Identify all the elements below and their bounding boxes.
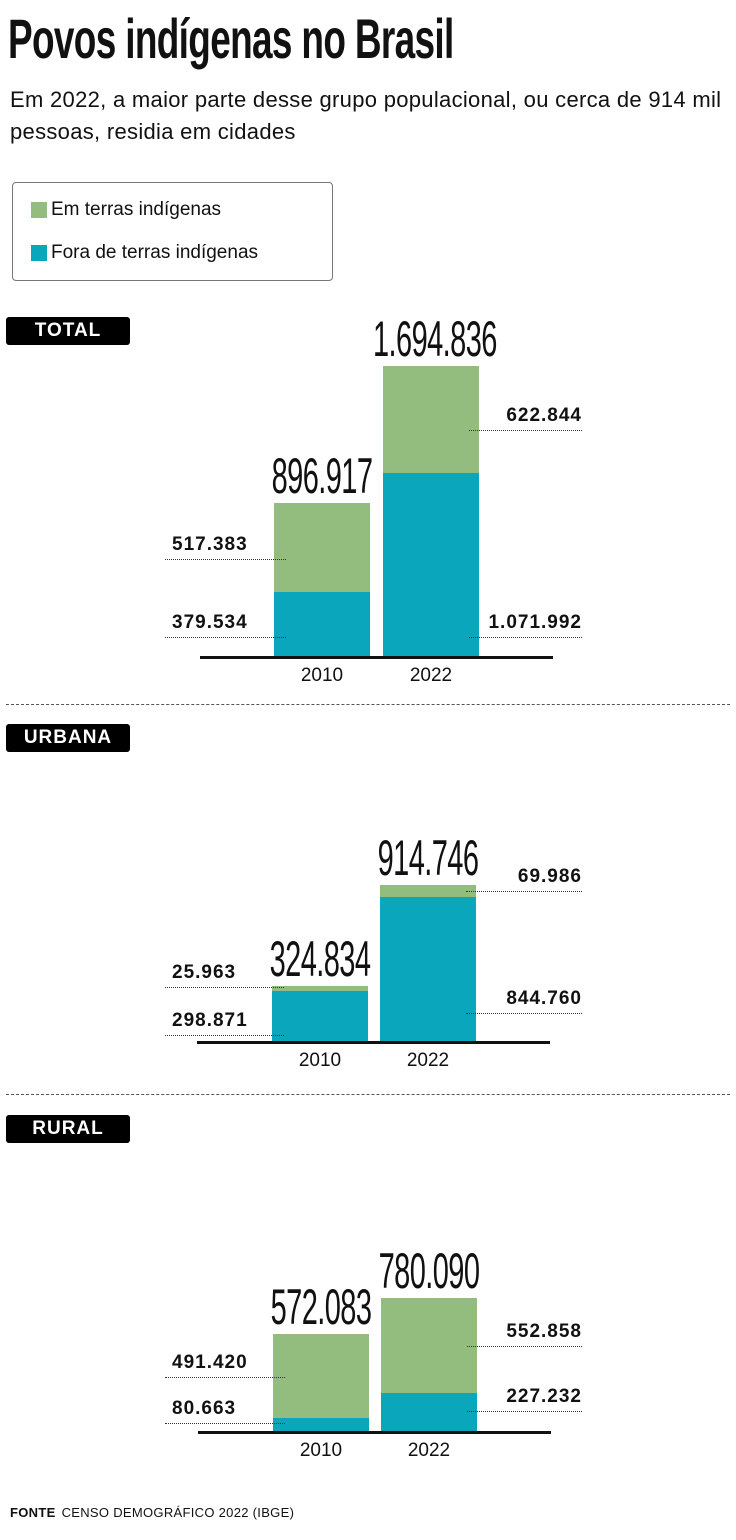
value-label-fora-2022: 1.071.992 — [488, 612, 582, 633]
section-label-rural: RURAL — [6, 1115, 130, 1143]
legend-item-em-terras: Em terras indígenas — [31, 199, 221, 221]
value-label-em-terras-2010: 25.963 — [172, 962, 237, 983]
total-label-2010: 896.917 — [271, 448, 373, 505]
leader-line — [469, 637, 582, 638]
leader-line — [467, 1346, 582, 1347]
source-text: CENSO DEMOGRÁFICO 2022 (IBGE) — [61, 1505, 295, 1520]
legend-swatch-green — [31, 202, 47, 218]
total-label-2022: 1.694.836 — [373, 311, 497, 368]
value-label-fora-2022: 844.760 — [506, 988, 582, 1009]
value-label-fora-2010: 80.663 — [172, 1398, 237, 1419]
legend-label: Em terras indígenas — [51, 199, 222, 220]
legend-label: Fora de terras indígenas — [51, 242, 259, 263]
leader-line — [165, 1377, 285, 1378]
bar-em-terras-2022 — [381, 1298, 477, 1394]
legend: Em terras indígenas Fora de terras indíg… — [12, 182, 333, 281]
section-label-total: TOTAL — [6, 317, 130, 345]
value-label-fora-2010: 379.534 — [172, 612, 248, 633]
bar-fora-2022 — [380, 897, 476, 1042]
leader-line — [467, 1411, 582, 1412]
total-label-2022: 914.746 — [377, 830, 479, 887]
x-tick-2022: 2022 — [407, 1440, 451, 1461]
bar-fora-2010 — [274, 591, 370, 657]
leader-line — [469, 430, 582, 431]
value-label-em-terras-2010: 491.420 — [172, 1352, 248, 1373]
leader-line — [165, 987, 284, 988]
bar-em-terras-2010 — [273, 1333, 369, 1419]
bar-em-terras-2022 — [380, 885, 476, 898]
leader-line — [165, 559, 286, 560]
value-label-em-terras-2010: 517.383 — [172, 534, 248, 555]
legend-item-fora-terras: Fora de terras indígenas — [31, 242, 258, 264]
legend-swatch-teal — [31, 245, 47, 261]
leader-line — [165, 637, 286, 638]
value-label-em-terras-2022: 622.844 — [506, 405, 582, 426]
x-tick-2010: 2010 — [299, 1440, 343, 1461]
leader-line — [466, 891, 582, 892]
x-tick-2022: 2022 — [406, 1050, 450, 1071]
x-tick-2022: 2022 — [409, 665, 453, 686]
bar-em-terras-2010 — [274, 503, 370, 592]
x-tick-2010: 2010 — [298, 1050, 342, 1071]
total-label-2010: 572.083 — [270, 1278, 372, 1335]
x-axis-line — [197, 1041, 550, 1044]
leader-line — [165, 1423, 285, 1424]
total-label-2022: 780.090 — [378, 1243, 480, 1300]
value-label-em-terras-2022: 552.858 — [506, 1321, 582, 1342]
source-note: FONTE CENSO DEMOGRÁFICO 2022 (IBGE) — [10, 1505, 294, 1520]
bar-fora-2010 — [273, 1418, 369, 1432]
section-label-urbana: URBANA — [6, 724, 130, 752]
bar-fora-2010 — [272, 990, 368, 1042]
chart-title: Povos indígenas no Brasil — [8, 7, 454, 70]
section-divider — [6, 704, 730, 705]
section-divider — [6, 1094, 730, 1095]
value-label-em-terras-2022: 69.986 — [517, 866, 582, 887]
value-label-fora-2022: 227.232 — [506, 1386, 582, 1407]
bar-fora-2022 — [381, 1393, 477, 1432]
leader-line — [466, 1013, 582, 1014]
leader-line — [165, 1035, 284, 1036]
source-label: FONTE — [10, 1505, 56, 1520]
chart-subtitle: Em 2022, a maior parte desse grupo popul… — [10, 87, 722, 144]
bar-fora-2022 — [383, 473, 479, 657]
value-label-fora-2010: 298.871 — [172, 1010, 248, 1031]
x-tick-2010: 2010 — [300, 665, 344, 686]
x-axis-line — [198, 1431, 551, 1434]
bar-em-terras-2022 — [383, 366, 479, 474]
bar-em-terras-2010 — [272, 986, 368, 991]
total-label-2010: 324.834 — [269, 931, 371, 988]
x-axis-line — [200, 656, 553, 659]
